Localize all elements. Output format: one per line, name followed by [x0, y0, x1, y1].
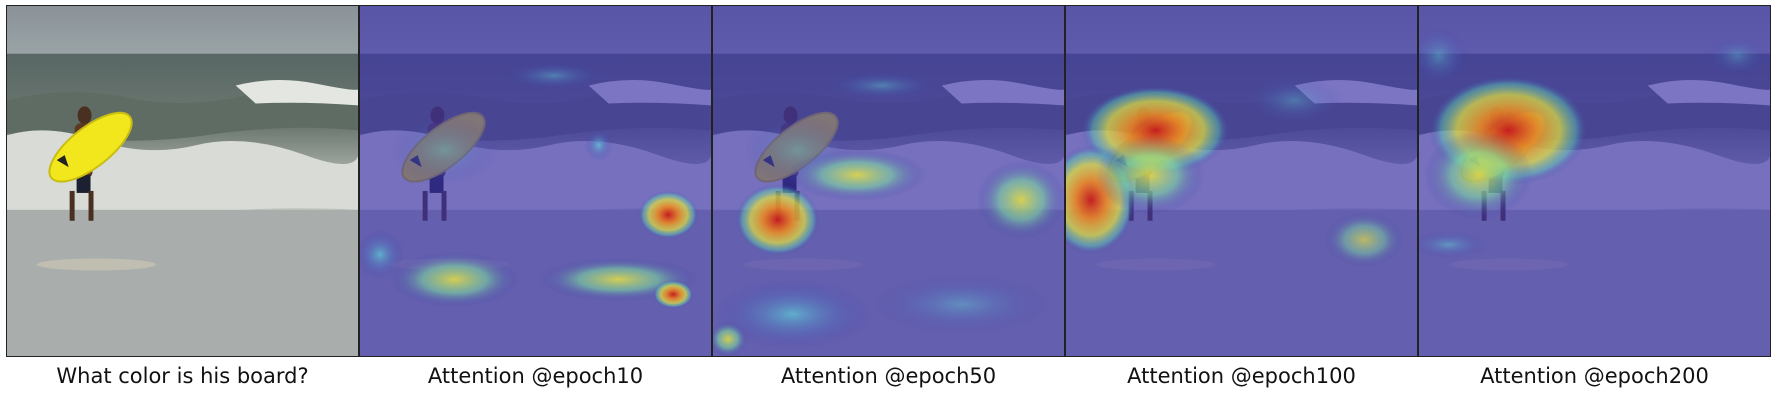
caption-epoch100: Attention @epoch100: [1127, 364, 1356, 388]
original-image-panel: [6, 5, 359, 357]
caption-epoch50: Attention @epoch50: [780, 364, 997, 388]
attention-map-epoch200: [1419, 6, 1770, 356]
caption-question: What color is his board?: [56, 364, 309, 388]
attention-map-epoch100: [1066, 6, 1417, 356]
attention-epoch100-panel: [1065, 5, 1418, 357]
attention-epoch50-panel: [712, 5, 1065, 357]
attention-map-epoch50: [713, 6, 1064, 356]
attention-epoch10-panel: [359, 5, 712, 357]
caption-epoch200: Attention @epoch200: [1480, 364, 1709, 388]
attention-figure: [6, 5, 1773, 357]
attention-map-epoch10: [360, 6, 711, 356]
attention-epoch200-panel: [1418, 5, 1771, 357]
caption-epoch10: Attention @epoch10: [427, 364, 644, 388]
surfer-photo: [7, 6, 358, 356]
